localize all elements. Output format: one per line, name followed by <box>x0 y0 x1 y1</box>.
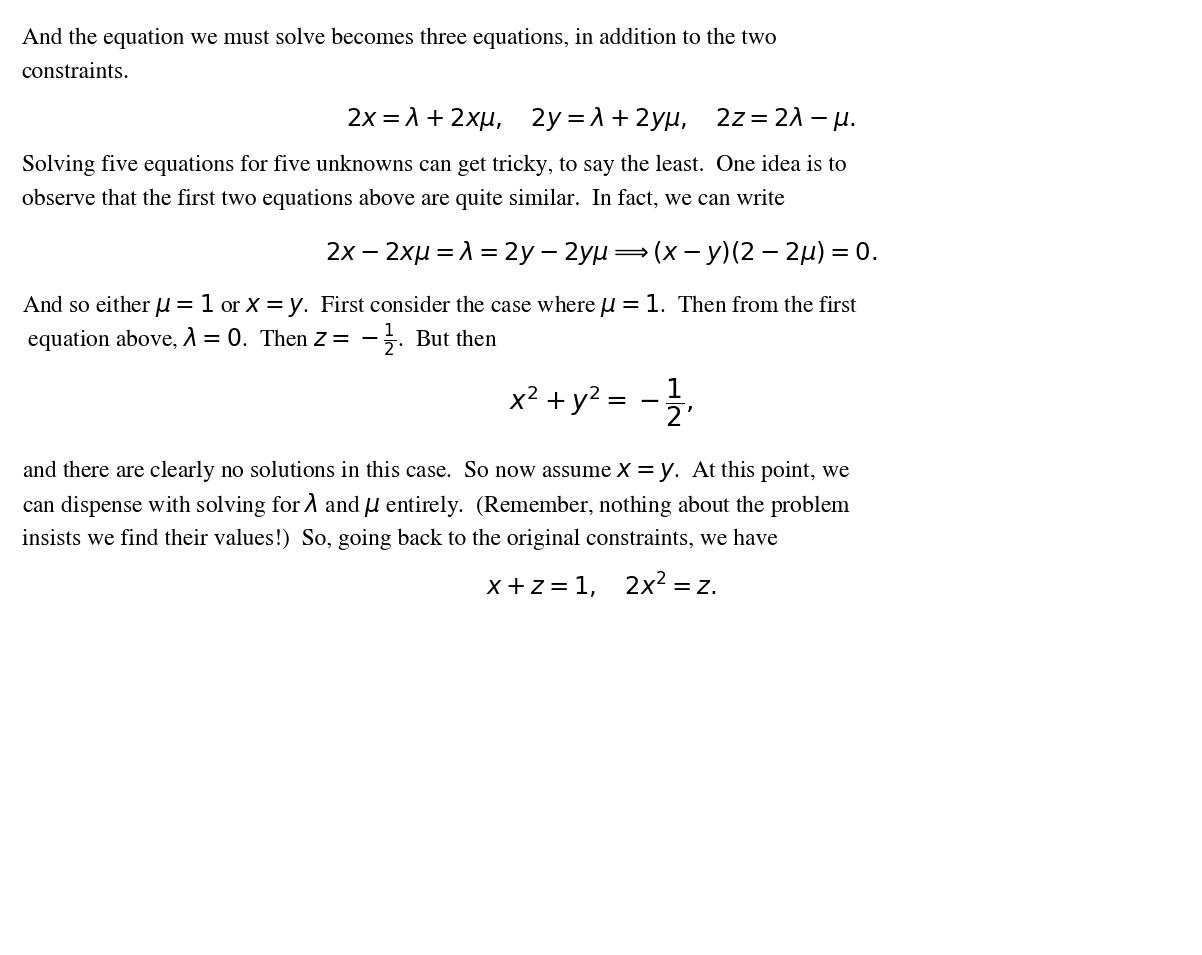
Text: insists we find their values!)  So, going back to the original constraints, we h: insists we find their values!) So, going… <box>22 529 778 550</box>
Text: $x^2 + y^2 = -\dfrac{1}{2},$: $x^2 + y^2 = -\dfrac{1}{2},$ <box>508 377 694 429</box>
Text: Solving five equations for five unknowns can get tricky, to say the least.  One : Solving five equations for five unknowns… <box>22 155 846 176</box>
Text: constraints.: constraints. <box>22 62 130 83</box>
Text: $2x = \lambda + 2x\mu, \quad 2y = \lambda + 2y\mu, \quad 2z = 2\lambda - \mu.$: $2x = \lambda + 2x\mu, \quad 2y = \lambd… <box>346 105 856 134</box>
Text: And so either $\mu = 1$ or $x = y$.  First consider the case where $\mu = 1$.  T: And so either $\mu = 1$ or $x = y$. Firs… <box>22 292 858 319</box>
Text: $2x - 2x\mu = \lambda = 2y - 2y\mu \Longrightarrow (x - y)(2 - 2\mu) = 0.$: $2x - 2x\mu = \lambda = 2y - 2y\mu \Long… <box>325 239 877 267</box>
Text: observe that the first two equations above are quite similar.  In fact, we can w: observe that the first two equations abo… <box>22 189 785 210</box>
Text: equation above, $\lambda = 0$.  Then $z = -\frac{1}{2}$.  But then: equation above, $\lambda = 0$. Then $z =… <box>22 321 498 359</box>
Text: can dispense with solving for $\lambda$ and $\mu$ entirely.  (Remember, nothing : can dispense with solving for $\lambda$ … <box>22 491 851 520</box>
Text: $x + z = 1, \quad 2x^2 = z.$: $x + z = 1, \quad 2x^2 = z.$ <box>486 570 716 601</box>
Text: and there are clearly no solutions in this case.  So now assume $x = y$.  At thi: and there are clearly no solutions in th… <box>22 457 850 484</box>
Text: And the equation we must solve becomes three equations, in addition to the two: And the equation we must solve becomes t… <box>22 28 776 49</box>
